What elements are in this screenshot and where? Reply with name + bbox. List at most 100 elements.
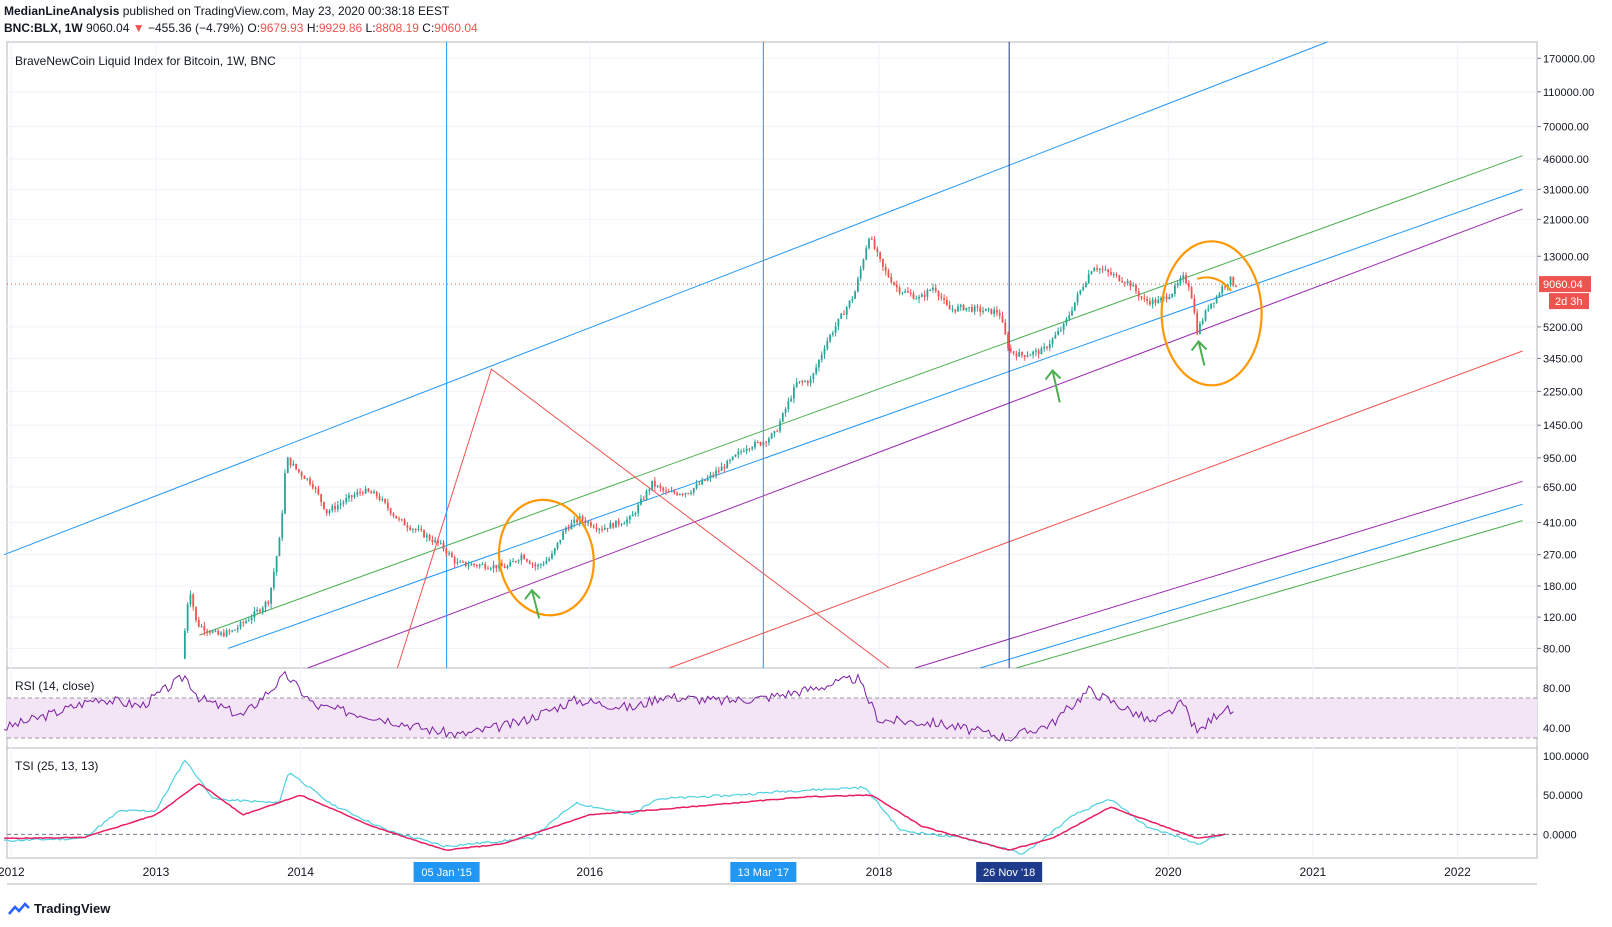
candle-up xyxy=(250,617,253,621)
candle-down xyxy=(1046,346,1048,348)
candle-up xyxy=(328,510,331,514)
candle-up xyxy=(795,382,798,388)
candle-up xyxy=(564,528,567,532)
candle-up xyxy=(256,609,259,612)
candle-down xyxy=(1235,285,1237,287)
candle-up xyxy=(920,294,923,297)
candle-up xyxy=(745,448,748,452)
candle-up xyxy=(615,520,617,528)
price-tick-label: 950.00 xyxy=(1543,453,1577,465)
candle-up xyxy=(773,431,776,434)
candle-up xyxy=(720,466,723,471)
price-tick-label: 1450.00 xyxy=(1543,420,1583,432)
candle-down xyxy=(1224,286,1226,288)
vertical-marker-date: 26 Nov '18 xyxy=(983,867,1035,879)
open-label: O: xyxy=(247,21,261,35)
candle-down xyxy=(1193,298,1196,313)
candle-up xyxy=(492,564,495,569)
candle-up xyxy=(517,560,520,562)
candle-up xyxy=(1071,310,1073,316)
candle-up xyxy=(987,308,990,310)
candle-down xyxy=(1121,280,1123,283)
candle-up xyxy=(1034,350,1037,352)
candle-down xyxy=(222,632,225,637)
candle-down xyxy=(704,479,706,481)
candle-down xyxy=(1123,282,1126,284)
candle-down xyxy=(1110,272,1112,275)
candle-down xyxy=(890,276,893,283)
candle-up xyxy=(951,309,954,311)
candle-up xyxy=(186,604,189,631)
candle-down xyxy=(898,287,901,293)
candle-up xyxy=(345,498,348,503)
candle-up xyxy=(1051,338,1054,344)
candle-up xyxy=(1043,346,1046,349)
candle-down xyxy=(523,554,526,560)
candle-down xyxy=(1137,291,1140,297)
candle-down xyxy=(665,490,667,492)
candle-up xyxy=(234,629,236,631)
candle-up xyxy=(239,622,242,628)
candle-down xyxy=(1009,348,1012,352)
candle-up xyxy=(1168,296,1171,300)
candle-up xyxy=(692,488,695,493)
candle-up xyxy=(968,307,971,309)
candle-up xyxy=(539,564,542,566)
candle-down xyxy=(990,308,993,314)
candle-down xyxy=(712,474,715,476)
author-name[interactable]: MedianLineAnalysis xyxy=(4,4,120,18)
candle-down xyxy=(514,561,517,563)
candle-down xyxy=(681,493,684,495)
main-pane[interactable] xyxy=(6,41,1538,669)
close-value: 9060.04 xyxy=(434,21,478,35)
candle-down xyxy=(676,492,679,495)
candle-up xyxy=(1048,343,1051,348)
time-axis[interactable]: 2012 2013 2014 2016 2018 2020 2021 2022 05 Jan '… xyxy=(0,862,1471,882)
candle-down xyxy=(403,519,406,526)
candle-up xyxy=(478,564,481,567)
tsi-line xyxy=(3,759,1226,855)
candle-down xyxy=(359,492,361,494)
brand-name: TradingView xyxy=(34,901,111,916)
candle-up xyxy=(848,300,851,308)
rsi-tick-label: 80.00 xyxy=(1543,683,1571,695)
candle-down xyxy=(895,284,898,288)
candle-up xyxy=(1132,285,1135,287)
tsi-tick-label: 0.0000 xyxy=(1543,829,1577,841)
candle-up xyxy=(537,564,539,567)
candle-down xyxy=(998,312,1001,316)
candle-up xyxy=(709,474,712,478)
rsi-tick-label: 40.00 xyxy=(1543,723,1571,735)
candle-up xyxy=(225,630,228,637)
price-axis[interactable]: 170000.00 110000.00 70000.00 46000.00 31000.… xyxy=(1537,53,1595,655)
candle-up xyxy=(856,278,859,292)
candle-up xyxy=(506,566,509,568)
price-tick-label: 170000.00 xyxy=(1543,53,1595,65)
candle-up xyxy=(553,548,556,554)
candles-series xyxy=(183,236,1237,660)
candle-down xyxy=(976,306,979,308)
candle-up xyxy=(865,248,868,260)
candle-down xyxy=(765,441,768,443)
candle-down xyxy=(420,528,423,531)
vertical-marker-badge xyxy=(730,862,797,882)
candle-up xyxy=(587,521,590,524)
time-tick-label: 2012 xyxy=(0,865,25,879)
chart-canvas[interactable]: 170000.00 110000.00 70000.00 46000.00 31000.… xyxy=(0,0,1612,900)
candle-up xyxy=(353,494,356,498)
candle-down xyxy=(442,542,445,549)
candle-up xyxy=(762,441,765,446)
tradingview-brand[interactable]: TradingView xyxy=(8,901,110,916)
candle-up xyxy=(809,379,812,384)
candle-up xyxy=(904,291,907,293)
candle-up xyxy=(348,495,350,499)
candle-up xyxy=(434,540,437,543)
tsi-tick-label: 50.0000 xyxy=(1543,790,1583,802)
candle-up xyxy=(573,519,576,524)
candle-down xyxy=(475,564,478,567)
candle-down xyxy=(428,535,431,540)
tsi-pane[interactable] xyxy=(6,747,1538,859)
candle-up xyxy=(804,381,806,383)
candle-up xyxy=(331,506,334,511)
candle-up xyxy=(548,558,551,561)
